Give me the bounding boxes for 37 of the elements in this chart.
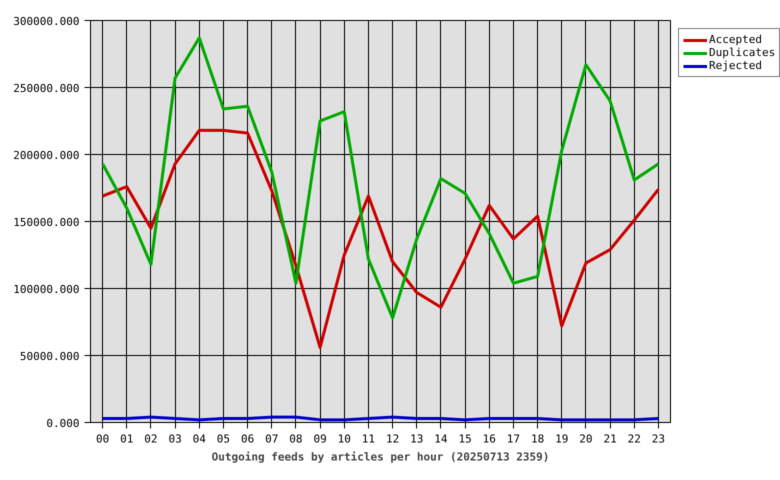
x-tick-label: 03 (168, 432, 182, 446)
y-tick-label: 100000.000 (13, 283, 80, 296)
x-tick-label: 16 (482, 432, 496, 446)
y-tick-label: 300000.000 (13, 15, 80, 28)
legend-label: Duplicates (709, 46, 776, 59)
x-tick-label: 07 (265, 432, 278, 446)
x-tick-label: 19 (555, 432, 568, 446)
y-tick-label: 150000.000 (13, 216, 80, 229)
x-tick-label: 09 (313, 432, 327, 446)
x-tick-label: 17 (506, 432, 520, 446)
x-tick-label: 01 (120, 432, 134, 446)
x-tick-label: 23 (652, 432, 666, 446)
x-tick-label: 11 (362, 432, 376, 446)
legend-label: Accepted (709, 33, 762, 46)
legend-label: Rejected (709, 59, 762, 72)
x-tick-label: 06 (240, 432, 254, 446)
x-tick-label: 04 (192, 432, 206, 446)
x-tick-label: 02 (144, 432, 158, 446)
x-tick-label: 22 (628, 432, 641, 446)
x-tick-label: 00 (96, 432, 110, 446)
x-tick-label: 18 (530, 432, 544, 446)
y-tick-label: 200000.000 (13, 149, 80, 162)
line-series (101, 128, 660, 349)
x-tick-label: 08 (289, 432, 303, 446)
x-axis-title: Outgoing feeds by articles per hour (20250713 2359) (212, 450, 550, 464)
x-tick-label: 10 (338, 432, 351, 446)
y-tick-label: 0.000 (46, 417, 80, 430)
x-tick-label: 15 (458, 432, 472, 446)
x-tick-label: 05 (216, 432, 230, 446)
x-tick-label: 21 (603, 432, 617, 446)
y-tick-label: 50000.000 (20, 350, 80, 363)
line-series (101, 36, 660, 320)
x-tick-label: 14 (434, 432, 448, 446)
x-tick-label: 13 (410, 432, 424, 446)
x-tick-label: 12 (386, 432, 400, 446)
y-tick-label: 250000.000 (13, 82, 80, 95)
x-tick-label: 20 (579, 432, 593, 446)
